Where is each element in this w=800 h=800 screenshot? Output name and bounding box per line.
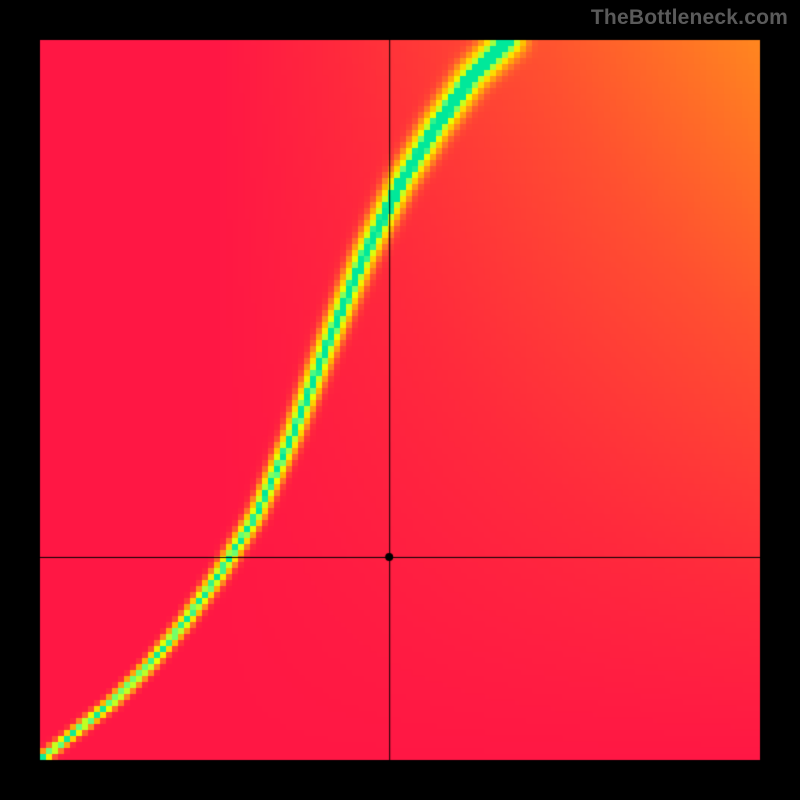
bottleneck-heatmap: [0, 0, 800, 800]
chart-container: { "watermark": { "text": "TheBottleneck.…: [0, 0, 800, 800]
watermark-text: TheBottleneck.com: [591, 6, 788, 30]
